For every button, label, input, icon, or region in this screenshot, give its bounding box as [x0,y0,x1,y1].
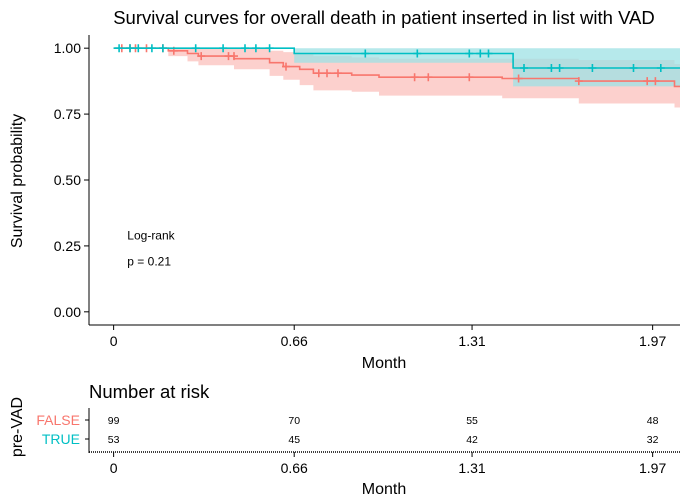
censor-mark-true-12 [465,49,474,58]
censor-mark-true-9 [265,44,274,53]
risk-x-tick-label: 1.31 [458,460,485,476]
risk-count-false: 48 [647,415,659,427]
censor-mark-true-19 [629,64,638,72]
y-tick-label: 0.00 [54,304,81,320]
censor-mark-false-9 [282,62,290,71]
x-axis-label: Month [362,355,406,372]
censor-mark-true-16 [547,64,556,72]
censor-mark-false-8 [230,52,238,61]
censor-mark-true-0 [115,44,124,53]
censor-mark-false-18 [643,77,652,86]
censor-mark-false-6 [197,52,206,61]
censor-mark-true-7 [241,44,249,53]
risk-count-true: 32 [647,434,659,446]
censor-mark-true-13 [476,49,485,58]
censor-mark-false-12 [334,69,342,78]
y-tick-label: 0.50 [54,172,81,188]
plot-area [113,44,680,108]
x-tick-label: 0 [110,333,118,349]
censor-mark-true-3 [147,44,156,53]
censor-mark-true-2 [134,44,143,53]
axes: 0.00 0.25 0.50 0.75 1.00 0 0.66 1.31 1.97 [54,35,680,349]
censor-mark-false-13 [410,73,419,82]
x-tick-label: 1.97 [639,333,666,349]
y-axis-label: Survival probability [9,114,26,248]
risk-table-row-label-false: FALSE [36,412,80,428]
risk-table-ylabel: pre-VAD [9,397,26,457]
ci-band-true [113,48,680,87]
logrank-pvalue: p = 0.21 [127,255,171,269]
censor-mark-true-15 [520,64,528,72]
risk-x-tick-label: 0 [110,460,118,476]
chart-title: Survival curves for overall death in pat… [113,7,655,28]
risk-table-title: Number at risk [89,381,210,402]
censor-mark-false-19 [651,77,660,86]
censor-mark-true-5 [191,44,200,53]
survival-curve-false [113,47,680,88]
censor-mark-false-10 [314,69,323,78]
censor-mark-true-14 [484,49,493,58]
risk-count-true: 45 [288,434,300,446]
censor-mark-true-6 [219,44,228,53]
x-tick-label: 0.66 [281,333,308,349]
censor-mark-true-4 [158,44,167,53]
risk-table-row-label-true: TRUE [42,431,80,447]
y-tick-label: 0.75 [54,106,81,122]
censor-mark-true-1 [126,44,134,53]
censor-mark-false-16 [514,74,523,83]
censor-mark-false-11 [323,69,331,78]
risk-count-false: 99 [108,415,120,427]
risk-count-true: 42 [466,434,478,446]
risk-count-false: 55 [466,415,478,427]
risk-table: 99 70 55 48 53 45 42 32 0 0.66 1.31 1.97 [85,415,666,476]
logrank-label: Log-rank [127,228,175,242]
censor-mark-true-8 [251,44,260,53]
censor-mark-false-15 [465,73,474,82]
risk-x-tick-label: 1.97 [639,460,666,476]
y-tick-label: 0.25 [54,238,81,254]
censor-mark-false-17 [574,77,583,86]
risk-x-tick-label: 0.66 [281,460,308,476]
risk-table-x-axis-label: Month [362,481,406,498]
censor-mark-true-11 [413,49,422,58]
censor-mark-true-10 [361,49,370,58]
x-tick-label: 1.31 [458,333,485,349]
censor-mark-true-17 [555,64,564,72]
y-tick-label: 1.00 [54,40,81,56]
risk-count-false: 70 [288,415,300,427]
censor-mark-false-14 [424,73,433,82]
censor-mark-true-20 [656,64,665,72]
risk-count-true: 53 [108,434,120,446]
censor-mark-true-18 [588,64,597,72]
